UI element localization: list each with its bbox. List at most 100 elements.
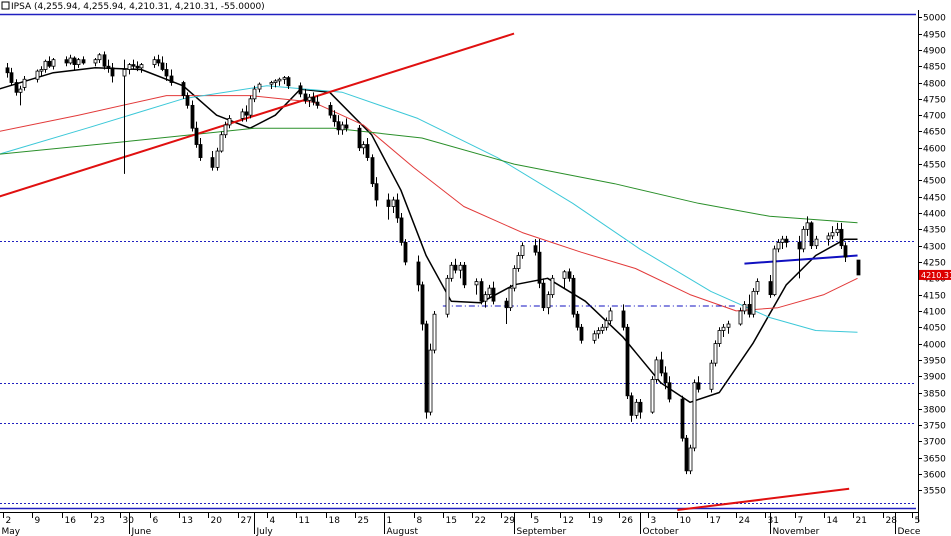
candle-down: [169, 75, 174, 83]
candle-down: [399, 217, 404, 243]
candle-up: [39, 69, 44, 72]
candle-down: [102, 54, 107, 67]
candle-up: [277, 78, 282, 82]
candle-up: [127, 64, 132, 70]
candle-up: [726, 323, 731, 328]
last-price-tag-bg: [919, 269, 951, 280]
x-day-label: 13: [182, 516, 193, 526]
x-day-label: 30: [123, 516, 135, 526]
y-tick-label: 3900: [923, 373, 946, 383]
trendline: [744, 254, 858, 265]
candle-down: [663, 372, 668, 384]
y-tick-label: 3700: [923, 438, 946, 448]
candle-up: [35, 70, 40, 80]
candle-up: [391, 199, 396, 207]
candle-up: [432, 313, 437, 351]
candle-up: [51, 59, 56, 67]
x-day-label: 7: [798, 516, 804, 526]
x-day-label: 4: [270, 516, 276, 526]
x-month-label: September: [517, 527, 567, 536]
x-day-label: 9: [35, 516, 41, 526]
candle-down: [81, 59, 86, 64]
candle-down: [72, 57, 77, 65]
candle-down: [839, 228, 844, 247]
candle-up: [592, 333, 597, 341]
candle-up: [340, 124, 345, 131]
candle-up: [830, 232, 835, 237]
candle-down: [537, 251, 542, 284]
y-tick-label: 4350: [923, 226, 946, 236]
candle-down: [336, 121, 341, 131]
candle-down: [315, 101, 320, 106]
header-box-icon: [1, 1, 10, 10]
y-tick-label: 3550: [923, 487, 946, 497]
x-day-label: 20: [211, 516, 223, 526]
candle-down: [571, 277, 576, 315]
x-day-label: 26: [622, 516, 634, 526]
candle-down: [190, 104, 195, 129]
x-day-label: 28: [886, 516, 898, 526]
candle-down: [479, 281, 484, 302]
candle-down: [621, 310, 626, 328]
candle-down: [135, 65, 140, 69]
y-tick-label: 4050: [923, 324, 946, 334]
y-tick-label: 4800: [923, 80, 946, 90]
candle-down: [374, 183, 379, 201]
candle-up: [654, 359, 659, 380]
x-day-label: 8: [417, 516, 423, 526]
candle-down: [160, 62, 165, 70]
x-month-label: Dece: [898, 527, 921, 536]
candle-up: [43, 60, 48, 70]
x-day-label: 23: [94, 516, 105, 526]
candle-down: [194, 127, 199, 145]
candle-up: [721, 326, 726, 331]
y-tick-label: 3650: [923, 455, 946, 465]
y-tick-label: 4850: [923, 63, 946, 73]
candle-down: [579, 326, 584, 341]
x-day-label: 16: [65, 516, 77, 526]
candle-up: [223, 124, 228, 136]
x-day-label: 31: [768, 516, 779, 526]
candle-down: [659, 359, 664, 374]
candle-up: [512, 268, 517, 289]
candle-up: [273, 80, 278, 83]
candle-down: [365, 144, 370, 158]
candles: [5, 51, 861, 475]
candle-down: [9, 72, 14, 83]
x-day-label: 27: [241, 516, 252, 526]
candle-up: [814, 238, 819, 247]
candle-down: [856, 259, 861, 276]
candle-down: [5, 67, 10, 74]
ohlc-readout: (4,255.94, 4,255.94, 4,210.31, 4,210.31,…: [34, 2, 265, 12]
last-price-label: 4210.31: [921, 271, 951, 280]
candle-down: [420, 284, 425, 325]
candle-up: [139, 64, 144, 69]
candle-up: [307, 96, 312, 101]
candle-down: [185, 95, 190, 106]
y-tick-label: 4100: [923, 308, 946, 318]
candle-up: [68, 57, 73, 64]
candle-up: [282, 77, 287, 80]
candle-up: [252, 88, 257, 100]
x-axis: 2 9 16 23 30 6 13 20 27 4 11 18 25 1 8 15 22 29 5 12 19 26 3 10…: [0, 512, 921, 536]
candle-up: [483, 294, 488, 302]
horizontal-levels: [0, 13, 916, 510]
candle-down: [286, 77, 291, 87]
candle-down: [784, 238, 789, 243]
y-tick-label: 5000: [923, 14, 946, 24]
x-day-label: 5: [534, 516, 540, 526]
candle-up: [634, 401, 639, 416]
candle-up: [805, 222, 810, 230]
x-day-label: 25: [358, 516, 369, 526]
candle-up: [546, 294, 551, 309]
y-tick-label: 3750: [923, 422, 946, 432]
y-tick-label: 4900: [923, 47, 946, 57]
candle-up: [520, 245, 525, 256]
candle-down: [164, 69, 169, 77]
candle-up: [717, 330, 722, 344]
candle-down: [629, 395, 634, 416]
candle-down: [625, 326, 630, 397]
candle-up: [152, 59, 157, 65]
candle-down: [64, 59, 69, 64]
